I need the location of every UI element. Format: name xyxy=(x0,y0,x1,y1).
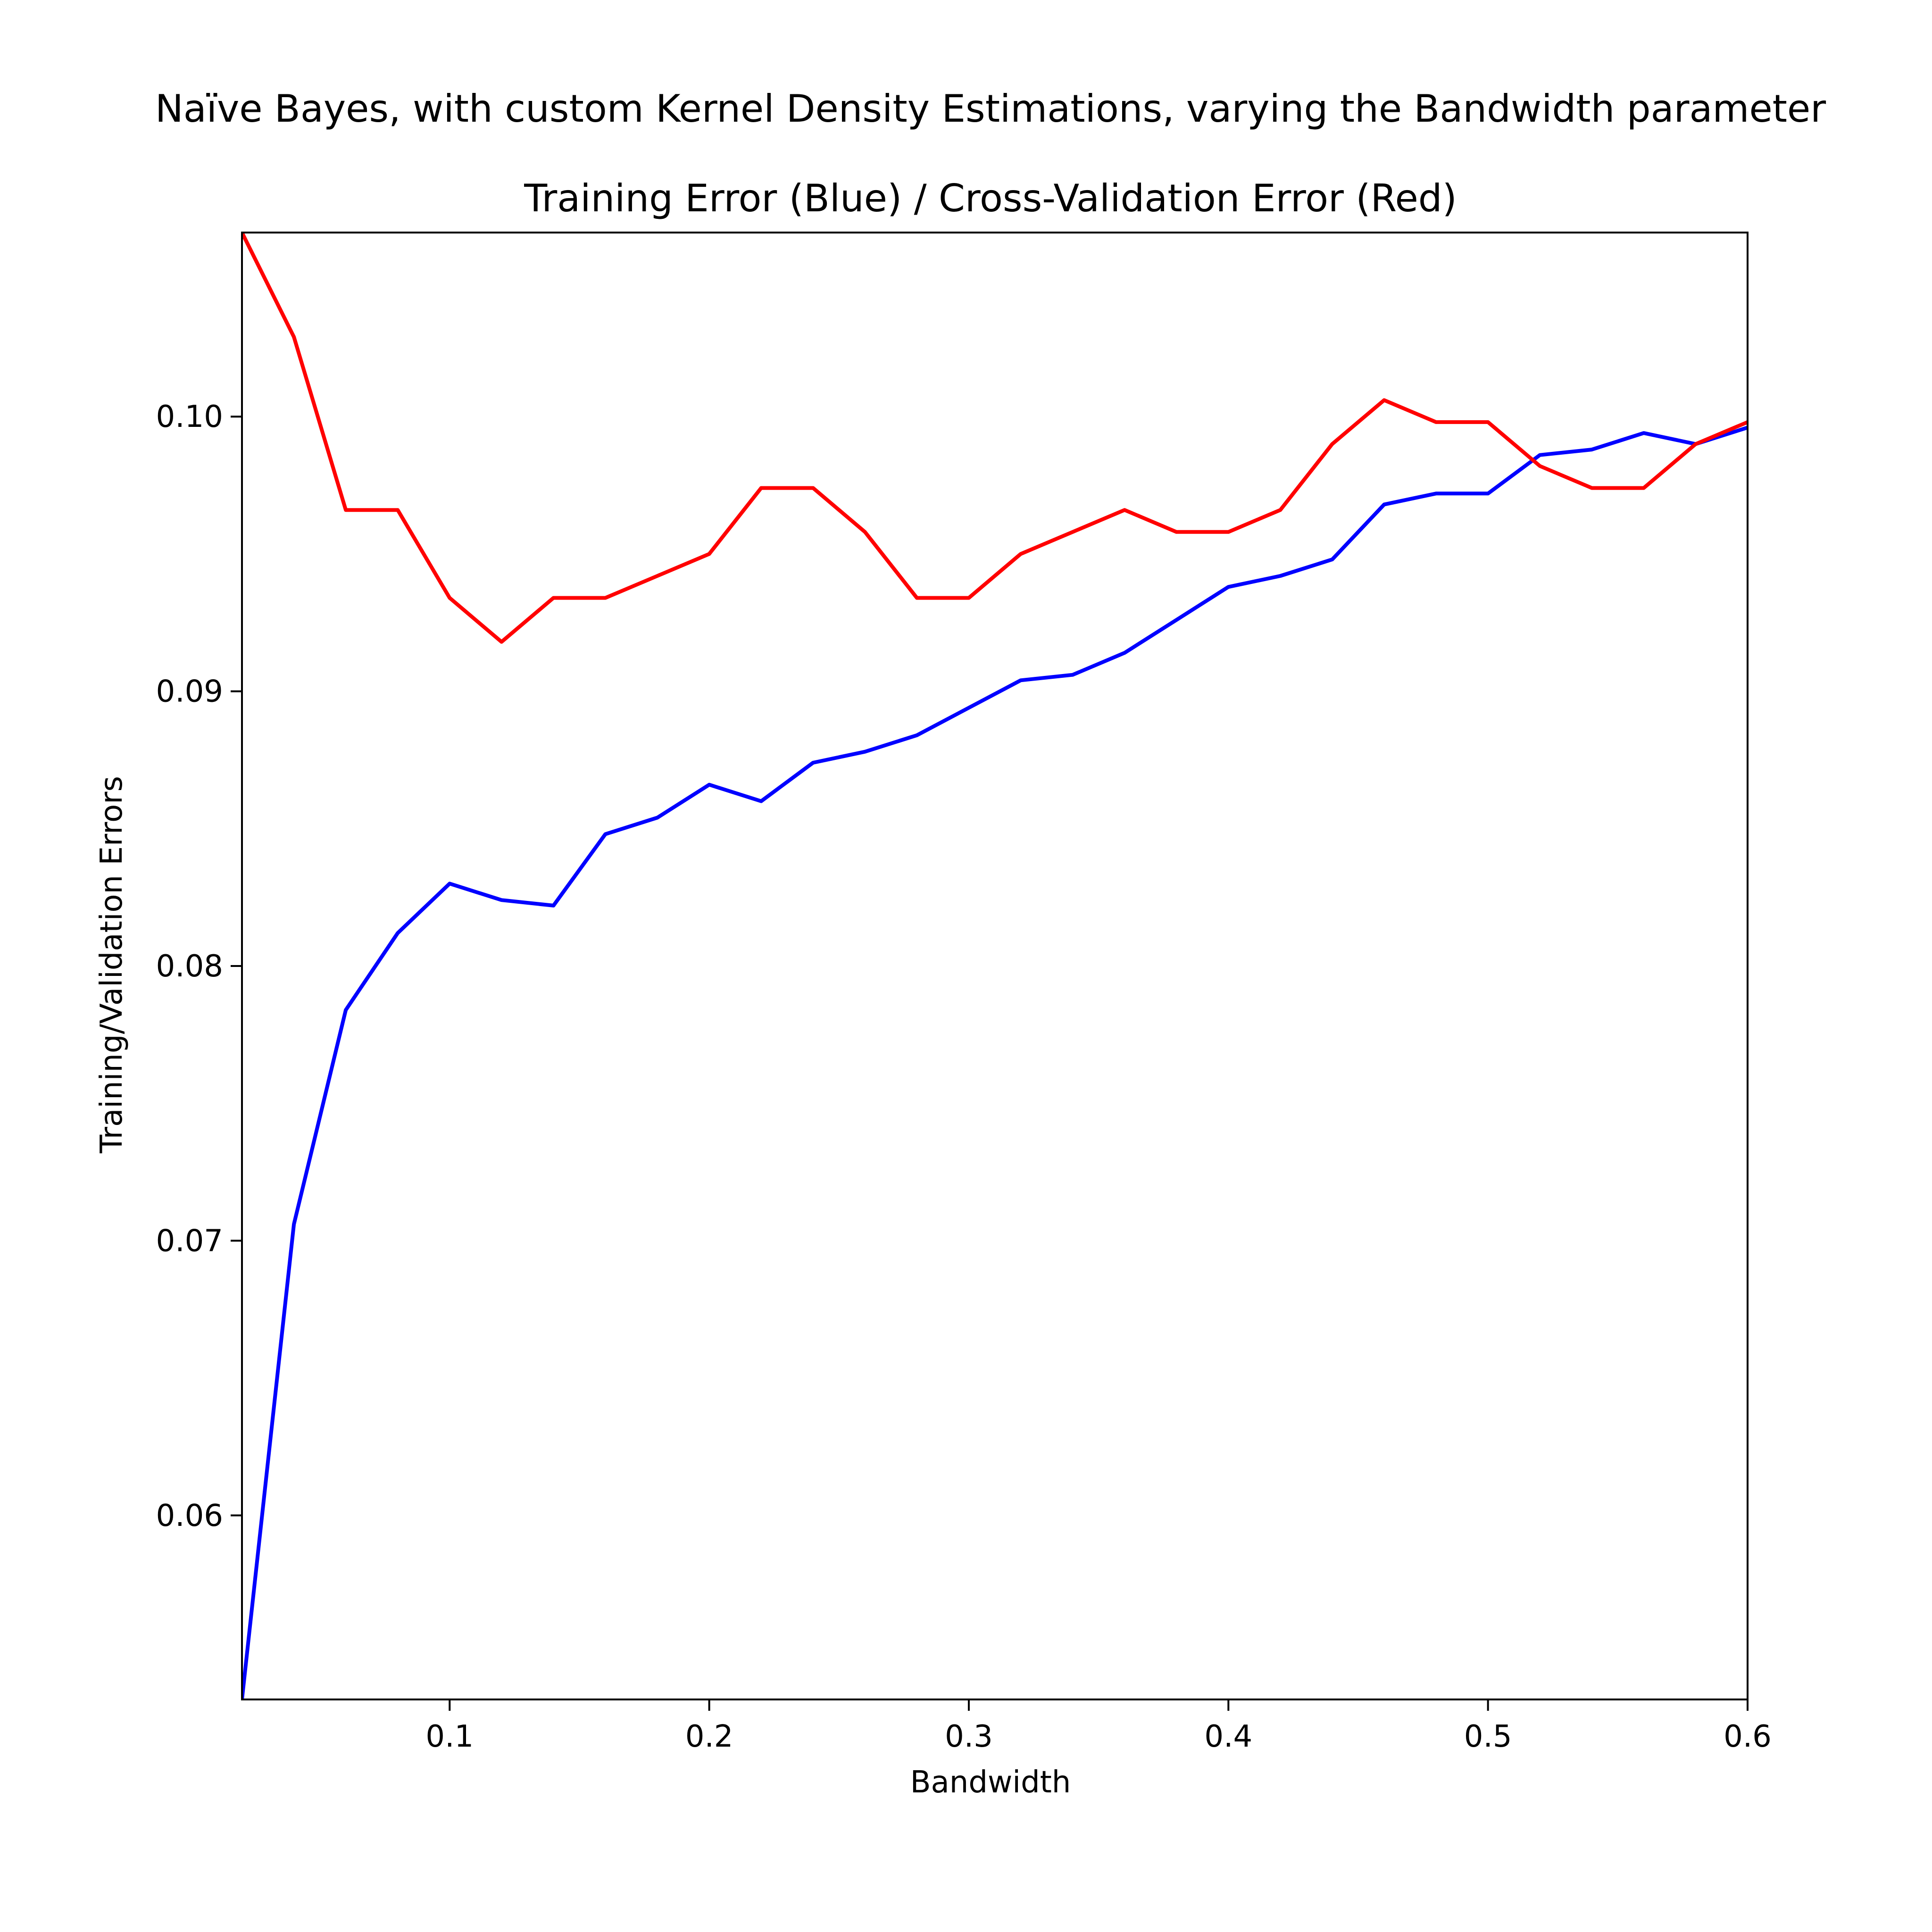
series-line-2 xyxy=(242,233,1748,644)
y-tick-label: 0.09 xyxy=(156,675,224,709)
y-axis-label: Training/Validation Errors xyxy=(94,776,129,1154)
chart-suptitle: Naïve Bayes, with custom Kernel Density … xyxy=(155,87,1826,131)
y-tick-label: 0.06 xyxy=(156,1499,224,1533)
x-tick-label: 0.2 xyxy=(685,1719,733,1754)
plot-area: 0.1 0.2 0.3 0.4 0.5 0.6 0.06 0.07 0.08 0.09 0.10 xyxy=(156,232,1772,1754)
y-tick-label: 0.10 xyxy=(156,400,224,434)
series-line-1 xyxy=(242,425,1748,1699)
x-tick-label: 0.5 xyxy=(1464,1719,1512,1754)
chart-title: Training Error (Blue) / Cross-Validation… xyxy=(524,176,1457,220)
x-tick-label: 0.4 xyxy=(1204,1719,1252,1754)
x-tick-label: 0.6 xyxy=(1724,1719,1772,1754)
y-tick-label: 0.07 xyxy=(156,1224,224,1258)
x-axis-label: Bandwidth xyxy=(910,1765,1071,1800)
y-tick-label: 0.08 xyxy=(156,949,224,984)
x-tick-label: 0.3 xyxy=(945,1719,993,1754)
x-tick-label: 0.1 xyxy=(425,1719,474,1754)
